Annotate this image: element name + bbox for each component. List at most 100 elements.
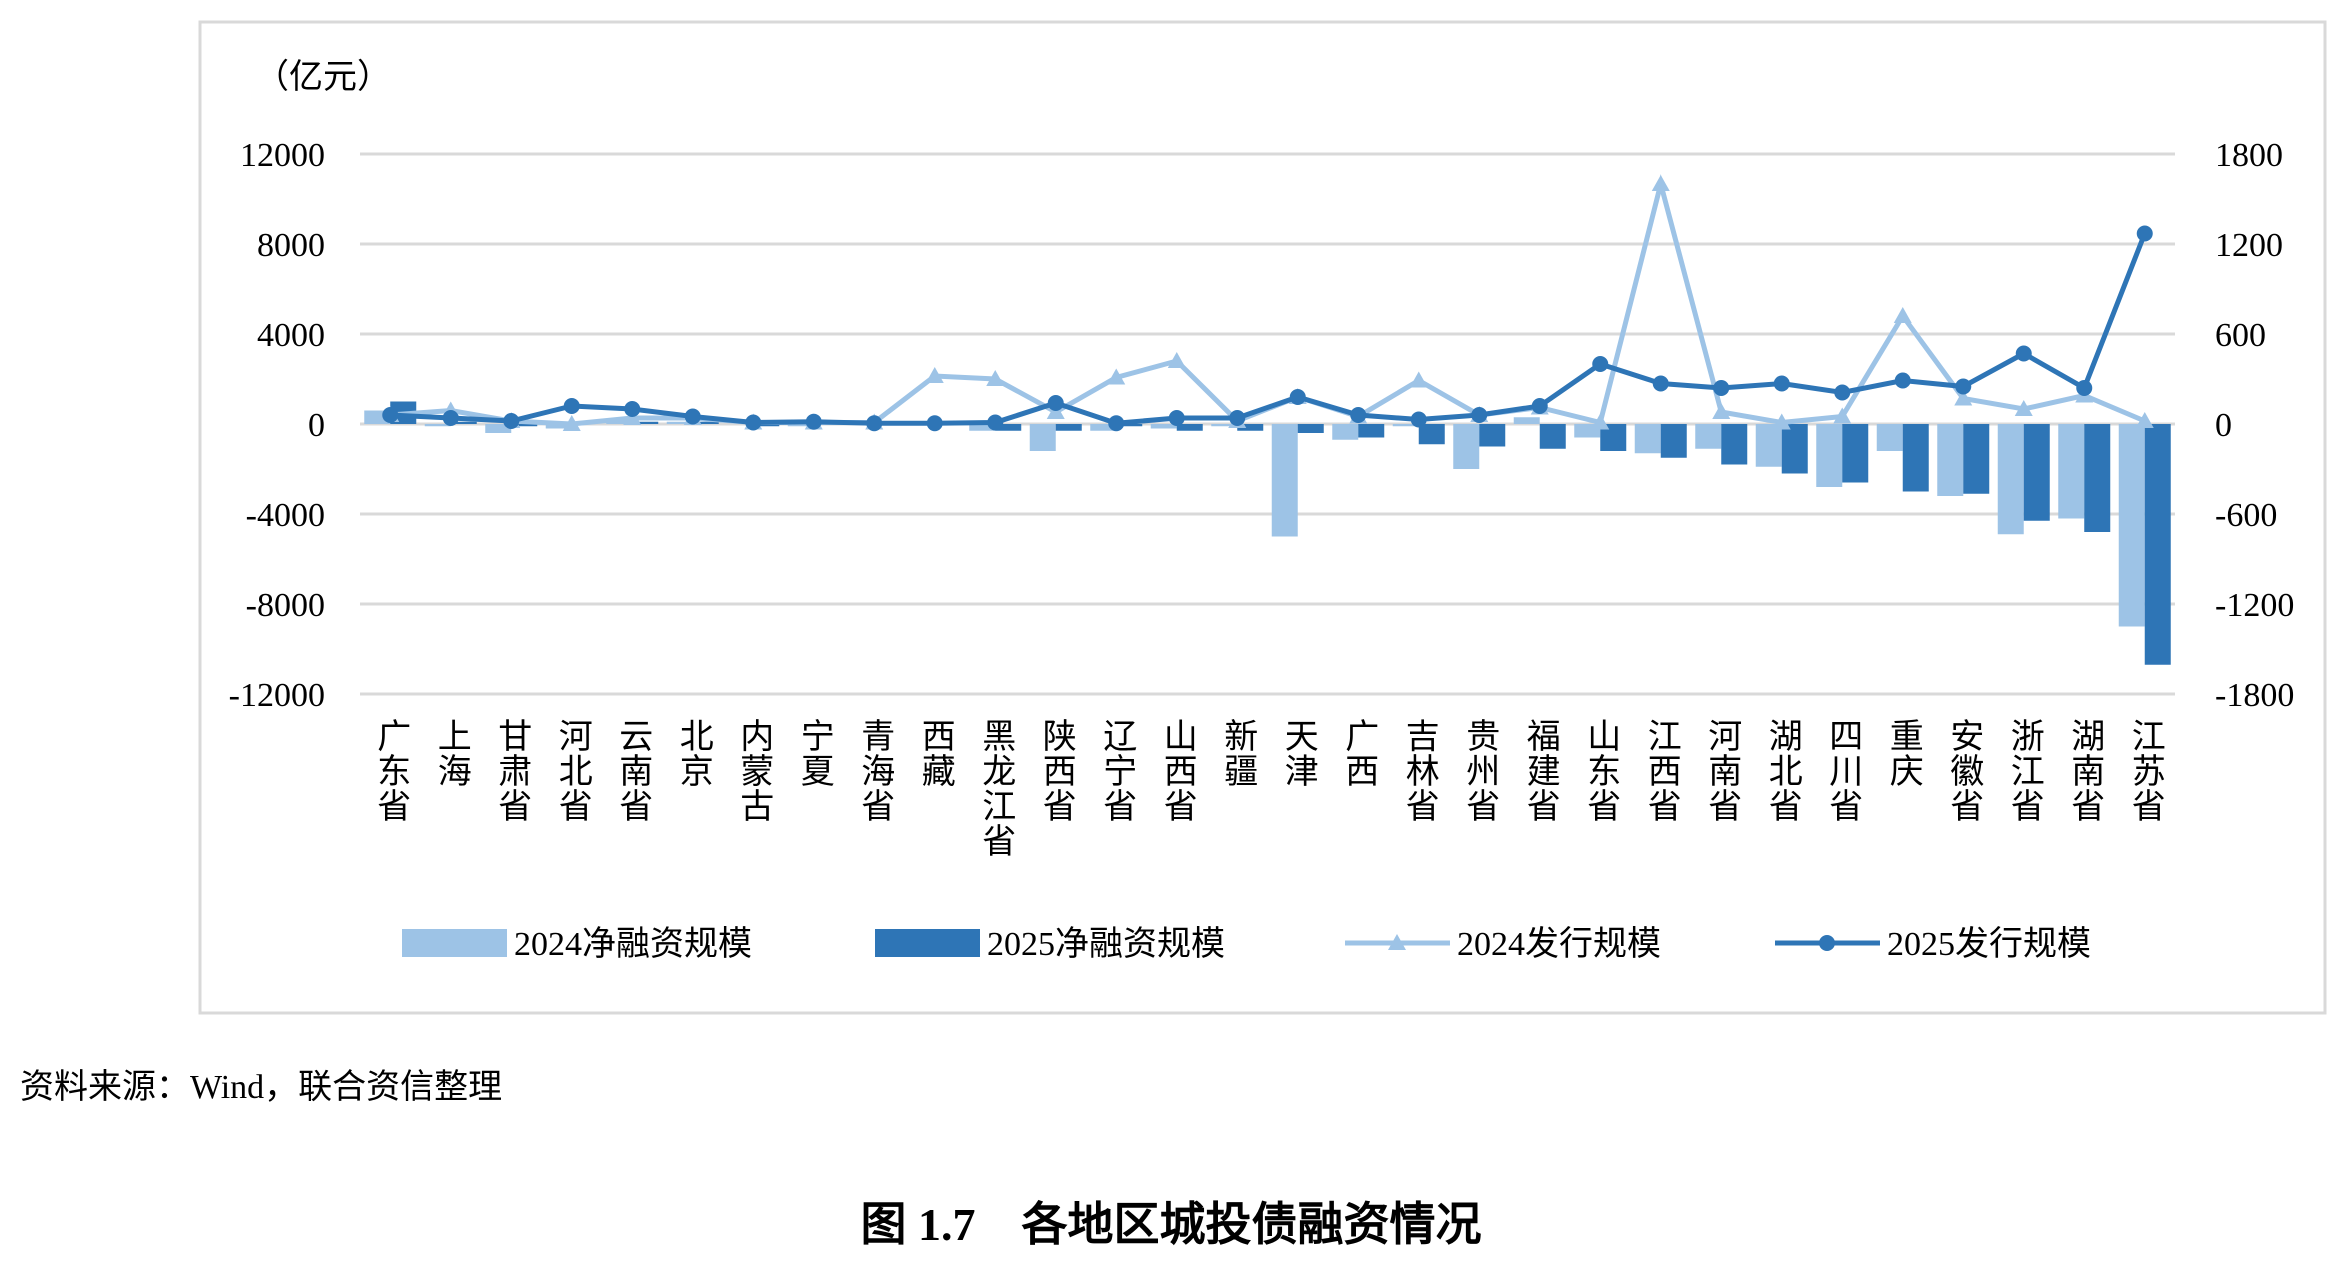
bar [1297, 424, 1324, 433]
line-marker [1833, 407, 1852, 424]
x-tick-label: 辽宁省 [1098, 718, 1136, 823]
x-tick-label: 黑龙江省 [977, 718, 1015, 858]
legend-swatch [402, 929, 507, 957]
line-marker [805, 413, 822, 430]
bar [485, 424, 512, 433]
series-line [390, 232, 2148, 426]
x-tick-label: 江苏省 [2126, 718, 2164, 823]
line-marker [1652, 375, 1669, 392]
x-tick-label: 吉林省 [1400, 718, 1439, 823]
line-marker [1772, 413, 1791, 430]
line-marker [1229, 410, 1246, 426]
line-marker [1893, 307, 1912, 323]
line-marker [1591, 413, 1610, 430]
line-marker [1819, 935, 1835, 951]
x-tick-label: 河北省 [553, 718, 591, 823]
line-marker [1713, 380, 1730, 396]
bar [1176, 424, 1203, 431]
line-marker [1471, 407, 1488, 423]
legend-swatch [875, 929, 980, 957]
bar [1150, 424, 1177, 429]
x-tick-label: 天津 [1279, 718, 1317, 788]
x-tick-label: 浙江省 [2005, 718, 2043, 823]
chart-border [198, 20, 2327, 1015]
line-marker [1108, 415, 1125, 432]
x-tick-label: 福建省 [1521, 718, 1560, 823]
line-marker [382, 407, 399, 423]
line-marker [2015, 345, 2032, 362]
y-unit-label: （亿元） [255, 58, 391, 96]
bar [1539, 424, 1566, 449]
bar [1332, 424, 1359, 440]
y2-tick-label: -1800 [2215, 677, 2294, 714]
line-marker [562, 415, 581, 431]
x-tick-label: 甘肃省 [493, 718, 531, 823]
x-tick-label: 江西省 [1642, 718, 1680, 823]
bar [995, 424, 1022, 431]
legend-label: 2025发行规模 [1887, 925, 2091, 963]
x-tick-label: 重庆 [1884, 718, 1923, 788]
x-tick-label: 青海省 [856, 718, 894, 823]
x-tick-label: 西藏 [916, 718, 954, 788]
bar [1937, 424, 1964, 496]
bar [1116, 424, 1143, 427]
source-note: 资料来源：Wind，联合资信整理 [20, 1068, 502, 1106]
y-tick-label: 8000 [257, 227, 325, 264]
bar [1997, 424, 2024, 535]
legend-label: 2025净融资规模 [987, 925, 1225, 963]
bar [1781, 424, 1808, 474]
x-tick-label: 新疆 [1219, 718, 1257, 788]
x-tick-label: 四川省 [1824, 718, 1863, 823]
line-marker [1350, 407, 1367, 423]
line-marker [563, 398, 580, 414]
bar [424, 424, 451, 427]
line-marker [1712, 403, 1731, 419]
bar [1755, 424, 1782, 467]
x-tick-label: 湖南省 [2066, 718, 2104, 823]
y-tick-label: -12000 [229, 677, 325, 714]
line-marker [1894, 372, 1911, 389]
bar [450, 421, 477, 424]
bar [666, 421, 693, 424]
line-marker [1954, 389, 1973, 406]
line-marker [926, 415, 943, 432]
line-marker [1773, 375, 1790, 392]
line-marker [925, 367, 944, 383]
x-tick-label: 北京 [674, 718, 712, 788]
bar [753, 424, 780, 427]
line-marker [442, 410, 459, 426]
line-marker [1168, 410, 1185, 426]
line-marker [866, 415, 883, 432]
bar [545, 424, 572, 429]
x-tick-label: 上海 [432, 718, 470, 788]
x-tick-label: 宁夏 [795, 718, 833, 788]
line-marker [2014, 400, 2033, 416]
line-marker [1047, 395, 1064, 411]
bar [1902, 424, 1929, 492]
bar [1721, 424, 1748, 465]
bar [2084, 424, 2111, 532]
x-tick-label: 河南省 [1703, 718, 1741, 823]
y2-tick-label: 0 [2215, 407, 2232, 444]
x-tick-label: 贵州省 [1461, 718, 1500, 823]
x-tick-label: 陕西省 [1037, 718, 1075, 823]
y2-tick-label: -600 [2215, 497, 2277, 534]
x-tick-label: 山东省 [1582, 718, 1620, 823]
bar [2144, 424, 2171, 665]
x-tick-label: 湖北省 [1763, 718, 1801, 823]
legend-label: 2024净融资规模 [514, 925, 752, 963]
bar [1453, 424, 1480, 469]
line-marker [503, 413, 520, 429]
line-marker [2076, 380, 2093, 396]
line-marker [1107, 368, 1126, 385]
bar [1695, 424, 1722, 449]
line-marker [1592, 356, 1609, 372]
line-marker [987, 414, 1004, 431]
caption: 图 1.7 各地区城投债融资情况 [861, 1199, 1482, 1250]
line-marker [1410, 411, 1427, 428]
bar [1418, 424, 1445, 445]
x-tick-label: 内蒙古 [735, 718, 773, 823]
bar [2118, 424, 2145, 627]
bar [1392, 424, 1419, 427]
bar [1271, 424, 1298, 537]
